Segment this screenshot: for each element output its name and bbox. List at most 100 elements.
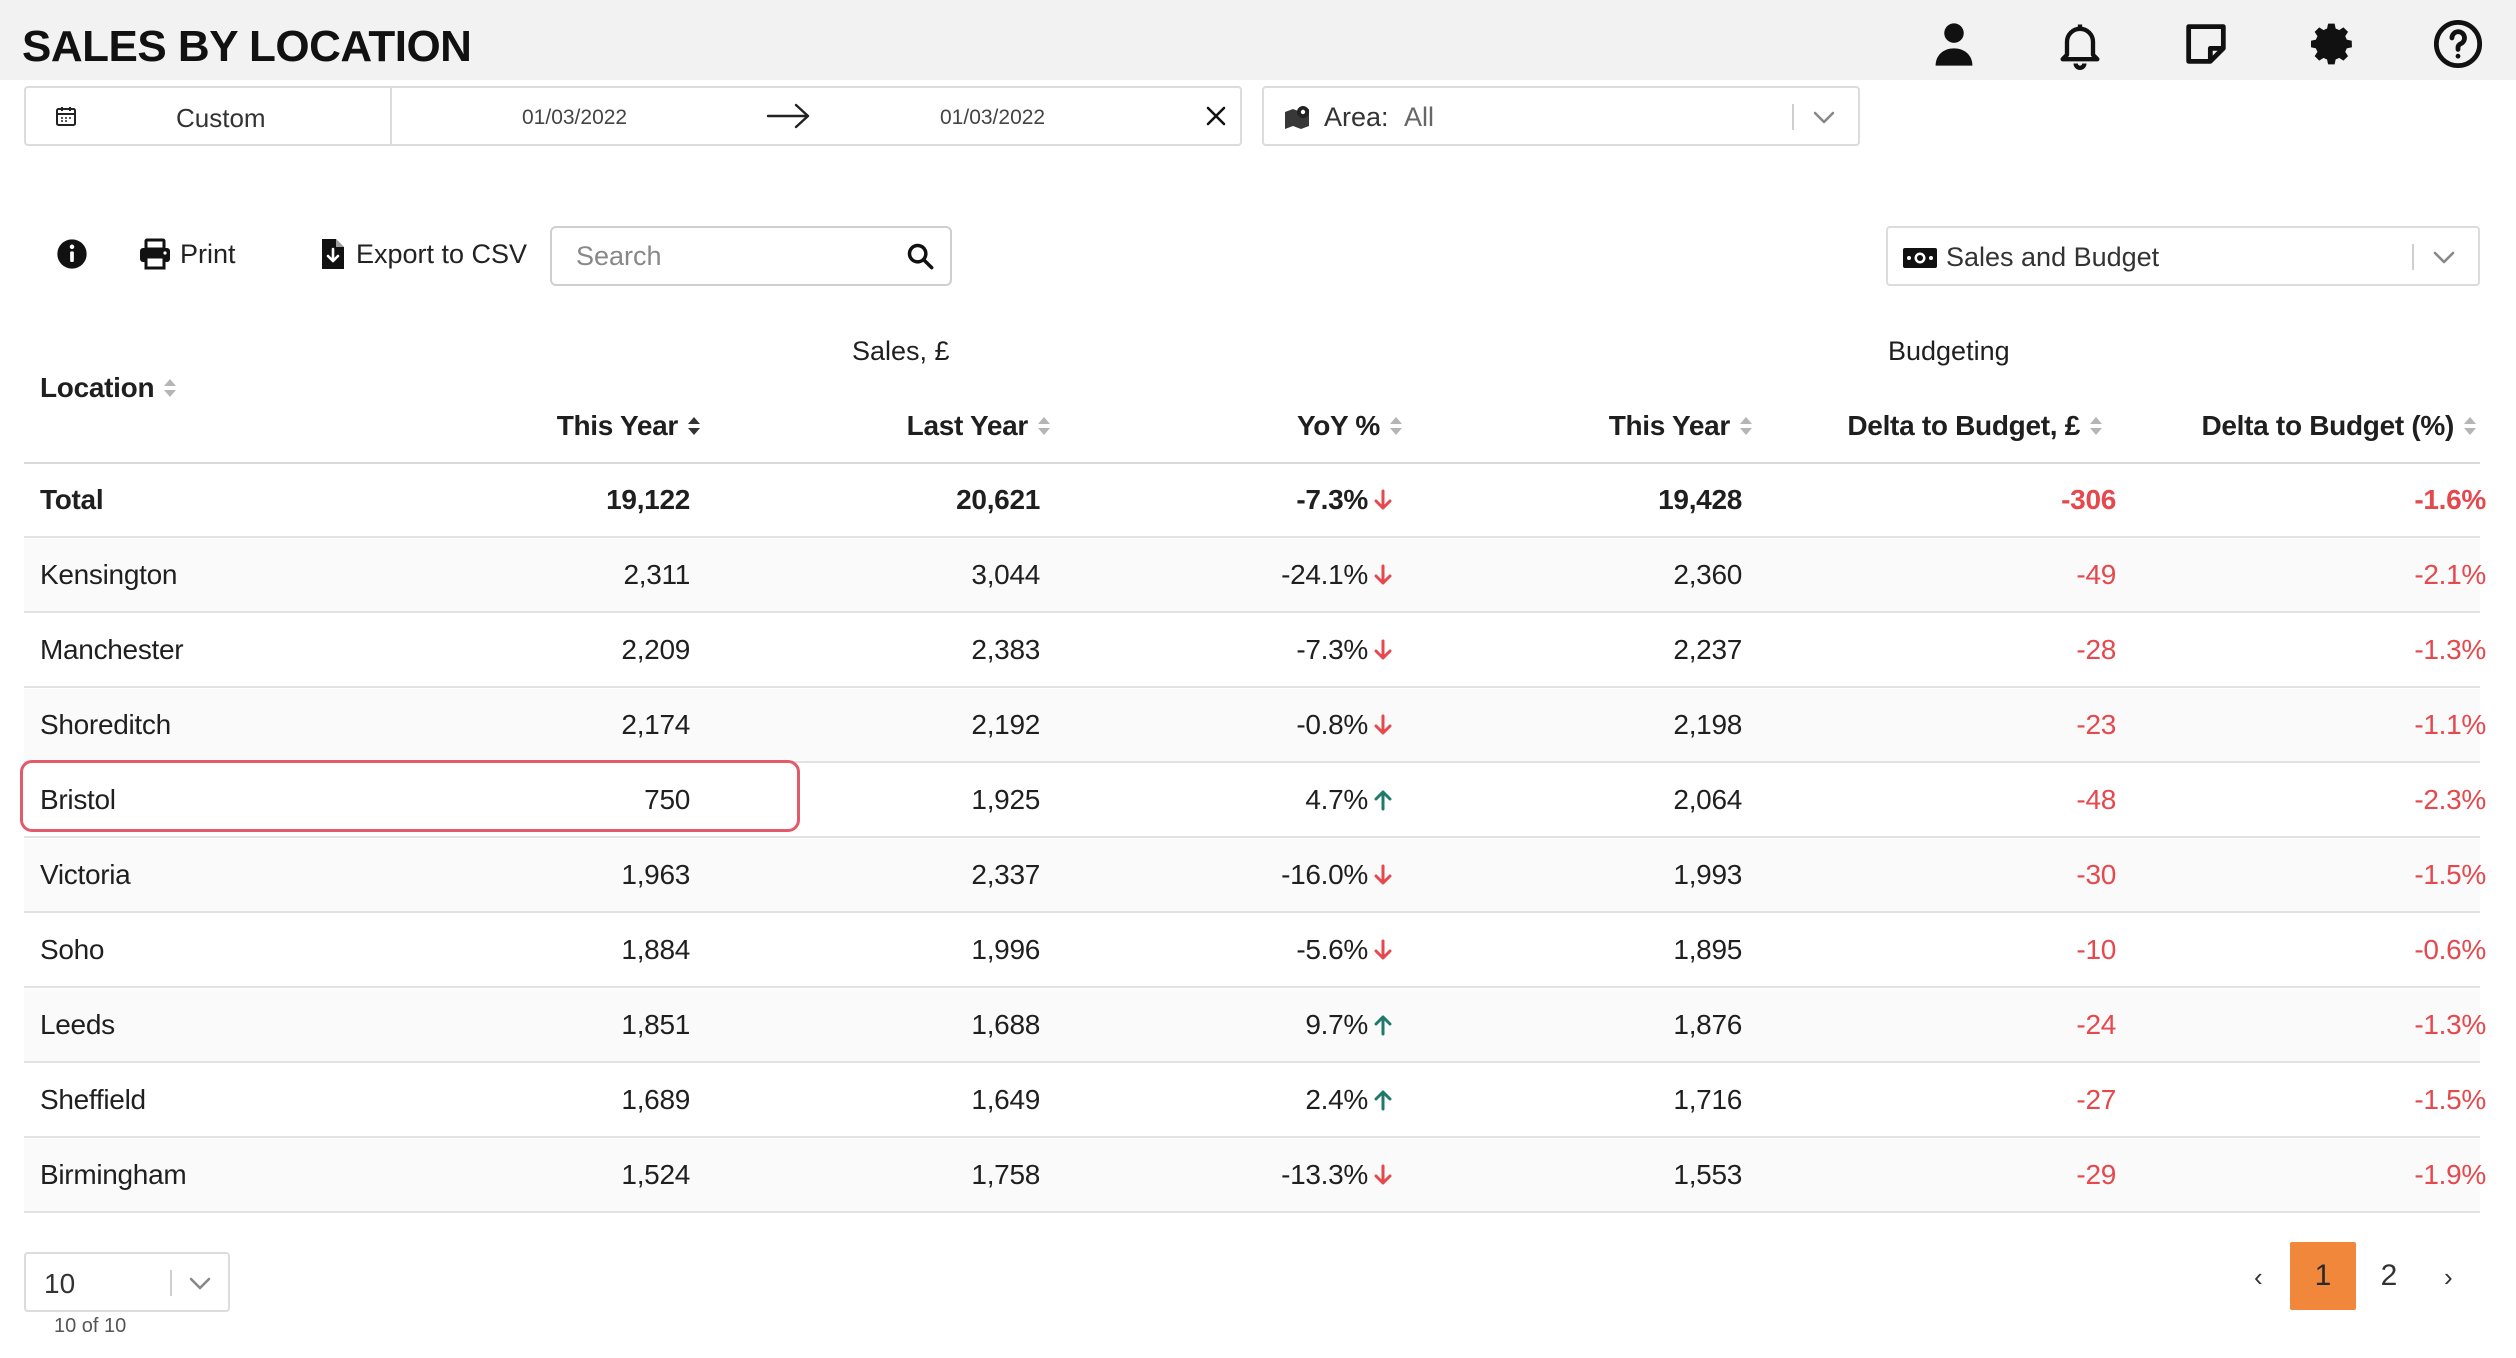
cell-this-year-value: 1,689	[621, 1084, 690, 1115]
cell-yoy-value: -7.3%	[1296, 484, 1368, 515]
cell-last-year-value: 2,337	[971, 859, 1040, 890]
cell-this-year-value: 1,884	[621, 934, 690, 965]
cell-delta-budget-value: -27	[2076, 1084, 2116, 1115]
column-header-delta-budget[interactable]: Delta to Budget, £	[1847, 410, 2104, 442]
row-count: 10 of 10	[54, 1315, 127, 1337]
cell-delta-budget-value: -306	[2061, 484, 2116, 515]
cell-delta-budget-pct: -1.5%	[2414, 1084, 2486, 1116]
cell-delta-budget: -24	[2076, 1009, 2116, 1041]
table-row[interactable]: Kensington 2,311 3,044 -24.1% 2,360 -49 -2.1%	[24, 539, 2486, 613]
metric-select[interactable]: Sales and Budget	[1886, 226, 2480, 286]
bell-icon[interactable]	[2050, 14, 2110, 74]
date-preset-select[interactable]: Custom	[26, 88, 392, 144]
cell-delta-budget-value: -48	[2076, 784, 2116, 815]
date-range-picker[interactable]: Custom 01/03/2022 01/03/2022	[24, 86, 1242, 146]
table-total-row[interactable]: Total 19,122 20,621 -7.3% 19,428 -306 -1.6%	[24, 464, 2486, 538]
cell-delta-budget-pct: -1.6%	[2414, 484, 2486, 516]
chevron-down-icon[interactable]	[186, 1270, 214, 1296]
print-button[interactable]: Print	[138, 236, 236, 272]
cell-delta-budget-pct: -1.9%	[2414, 1159, 2486, 1191]
cell-delta-budget-pct-value: -1.1%	[2414, 709, 2486, 740]
cell-last-year-value: 1,688	[971, 1009, 1040, 1040]
cell-location: Total	[40, 484, 104, 516]
cell-delta-budget-pct-value: -1.6%	[2414, 484, 2486, 515]
export-csv-button[interactable]: Export to CSV	[320, 236, 527, 272]
cell-budget-this-year: 1,993	[1673, 859, 1742, 891]
pager-prev-button[interactable]: ‹	[2254, 1262, 2263, 1292]
column-header-location[interactable]: Location	[40, 372, 178, 404]
page-button-1[interactable]: 1	[2290, 1242, 2356, 1310]
cell-last-year: 1,758	[971, 1159, 1040, 1191]
info-icon[interactable]	[56, 238, 88, 270]
cell-budget-this-year: 1,553	[1673, 1159, 1742, 1191]
column-header-this-year[interactable]: This Year	[557, 410, 702, 442]
table-row[interactable]: Victoria 1,963 2,337 -16.0% 1,993 -30 -1.5%	[24, 839, 2486, 913]
table-row[interactable]: Bristol 750 1,925 4.7% 2,064 -48 -2.3%	[24, 764, 2486, 838]
search-icon[interactable]	[906, 242, 934, 270]
cell-yoy-value: -13.3%	[1281, 1159, 1368, 1190]
export-label: Export to CSV	[356, 238, 528, 269]
cell-last-year-value: 3,044	[971, 559, 1040, 590]
column-header-budget-this-year[interactable]: This Year	[1609, 410, 1754, 442]
cell-budget-this-year-value: 1,895	[1673, 934, 1742, 965]
cell-delta-budget-pct-value: -1.3%	[2414, 1009, 2486, 1040]
table-row[interactable]: Leeds 1,851 1,688 9.7% 1,876 -24 -1.3%	[24, 989, 2486, 1063]
cell-yoy: -7.3%	[1296, 484, 1392, 516]
cell-this-year-value: 19,122	[606, 484, 690, 515]
cell-delta-budget-pct: -2.3%	[2414, 784, 2486, 816]
page-title: SALES BY LOCATION	[22, 22, 472, 71]
table-row[interactable]: Soho 1,884 1,996 -5.6% 1,895 -10 -0.6%	[24, 914, 2486, 988]
cell-delta-budget-value: -49	[2076, 559, 2116, 590]
area-label: Area:	[1324, 102, 1389, 132]
note-icon[interactable]	[2176, 14, 2236, 74]
column-header-delta-budget-pct[interactable]: Delta to Budget (%)	[2201, 410, 2478, 442]
printer-icon	[140, 238, 170, 270]
cell-budget-this-year-value: 2,237	[1673, 634, 1742, 665]
cell-delta-budget-value: -10	[2076, 934, 2116, 965]
chevron-down-icon[interactable]	[1810, 104, 1838, 130]
cell-delta-budget: -28	[2076, 634, 2116, 666]
search-input[interactable]	[576, 238, 896, 274]
column-header-last-year[interactable]: Last Year	[907, 410, 1052, 442]
cell-yoy: -13.3%	[1281, 1159, 1392, 1191]
help-icon[interactable]	[2428, 14, 2488, 74]
user-icon[interactable]	[1924, 14, 1984, 74]
table-row[interactable]: Birmingham 1,524 1,758 -13.3% 1,553 -29 -1.9%	[24, 1139, 2486, 1213]
cell-yoy-value: -5.6%	[1296, 934, 1368, 965]
cell-budget-this-year-value: 1,993	[1673, 859, 1742, 890]
cell-last-year: 3,044	[971, 559, 1040, 591]
cell-location: Leeds	[40, 1009, 115, 1041]
page-button-2[interactable]: 2	[2380, 1259, 2398, 1292]
cell-yoy: -0.8%	[1296, 709, 1392, 741]
sort-icon	[1390, 417, 1402, 435]
cell-last-year: 1,925	[971, 784, 1040, 816]
cell-yoy-value: 2.4%	[1305, 1084, 1368, 1115]
page-size-select[interactable]: 10	[24, 1252, 230, 1312]
cell-yoy: -24.1%	[1281, 559, 1392, 591]
column-header-yoy[interactable]: YoY %	[1297, 410, 1404, 442]
date-from-field[interactable]: 01/03/2022	[522, 106, 628, 129]
cell-last-year-value: 1,649	[971, 1084, 1040, 1115]
cell-delta-budget-pct-value: -1.5%	[2414, 1084, 2486, 1115]
gear-icon[interactable]	[2302, 14, 2362, 74]
cell-location-value: Manchester	[40, 634, 184, 665]
column-header-label: Last Year	[906, 410, 1029, 441]
cell-this-year-value: 1,524	[621, 1159, 690, 1190]
cell-this-year: 1,851	[621, 1009, 690, 1041]
arrow-down-icon	[1374, 864, 1392, 885]
date-to-field[interactable]: 01/03/2022	[940, 106, 1046, 129]
column-header-label: YoY %	[1296, 410, 1380, 441]
print-label: Print	[180, 238, 236, 269]
search-box[interactable]	[550, 226, 952, 286]
money-icon	[1903, 248, 1937, 268]
table-row[interactable]: Sheffield 1,689 1,649 2.4% 1,716 -27 -1.5%	[24, 1064, 2486, 1138]
table-row[interactable]: Manchester 2,209 2,383 -7.3% 2,237 -28 -1.3%	[24, 614, 2486, 688]
table-row[interactable]: Shoreditch 2,174 2,192 -0.8% 2,198 -23 -1.1%	[24, 689, 2486, 763]
pager-next-button[interactable]: ›	[2444, 1262, 2453, 1292]
cell-yoy-value: 4.7%	[1305, 784, 1368, 815]
chevron-down-icon[interactable]	[2430, 244, 2458, 270]
area-select[interactable]: Area: All	[1262, 86, 1860, 146]
cell-budget-this-year: 2,198	[1673, 709, 1742, 741]
close-icon[interactable]	[1204, 104, 1228, 128]
cell-delta-budget-value: -28	[2076, 634, 2116, 665]
